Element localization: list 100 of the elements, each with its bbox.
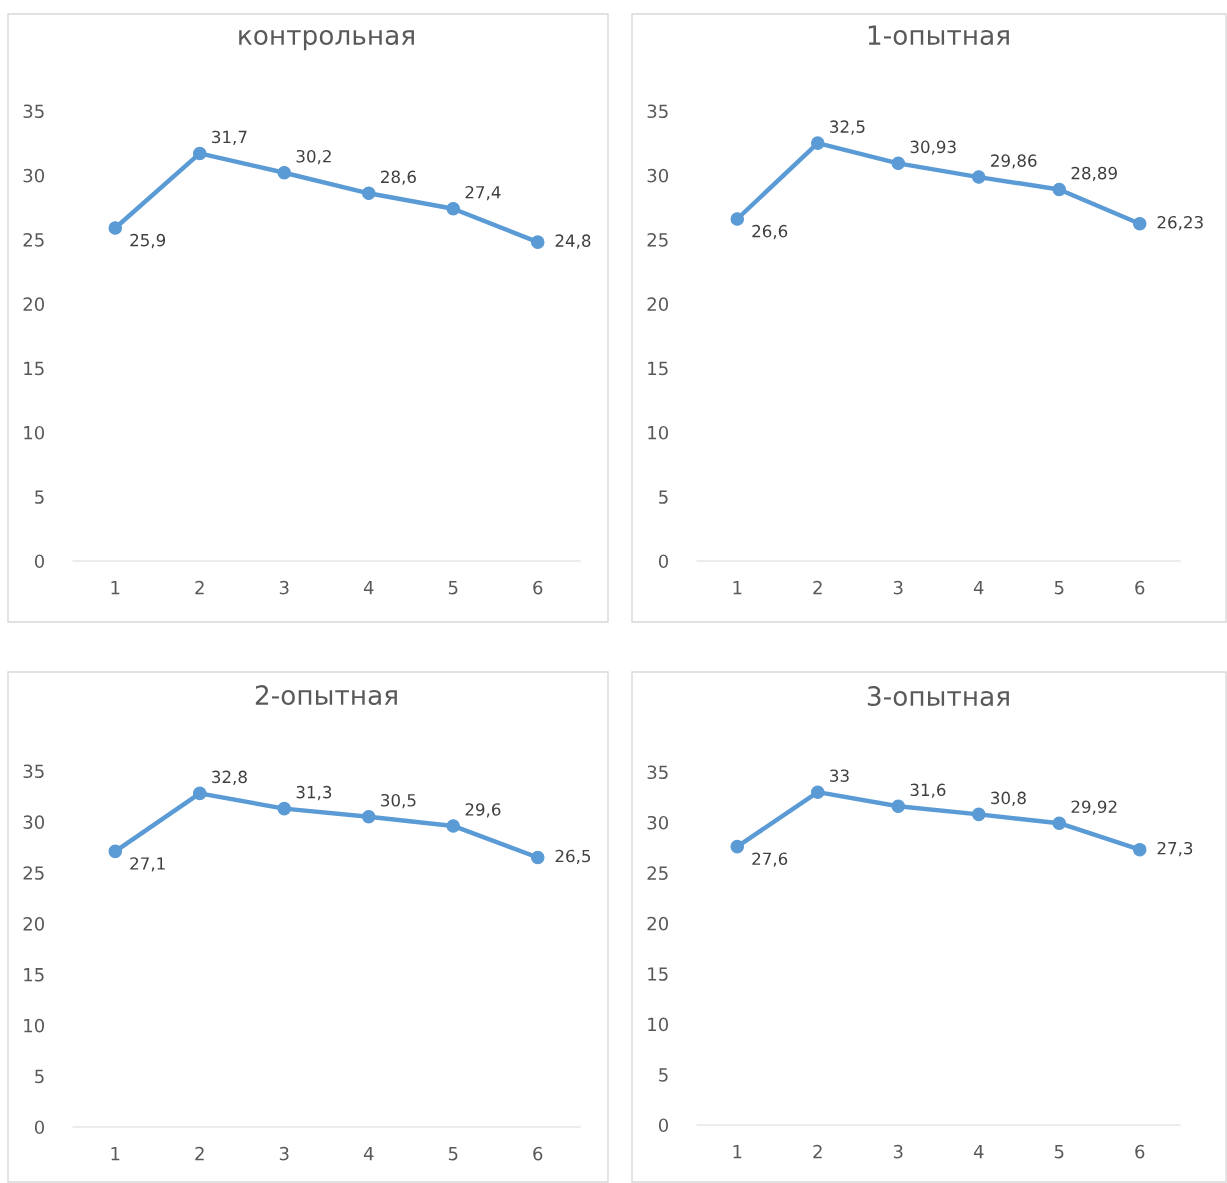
y-tick-label: 0 <box>34 554 45 569</box>
y-tick-label: 5 <box>659 1068 668 1082</box>
data-label: 30,5 <box>381 793 416 809</box>
y-tick-label: 20 <box>23 917 45 931</box>
x-tick-label: 5 <box>1054 581 1064 595</box>
y-tick-label: 35 <box>647 765 668 780</box>
x-tick-label: 1 <box>733 581 742 595</box>
data-label: 29,6 <box>465 803 501 818</box>
chart-title: контрольная <box>239 29 414 51</box>
point <box>530 235 545 249</box>
x-tick-label: 4 <box>363 1147 374 1161</box>
x-tick-label: 4 <box>973 581 984 595</box>
data-label: 26,23 <box>1157 215 1203 231</box>
point <box>1052 182 1067 197</box>
x-tick-label: 5 <box>448 581 458 595</box>
y-tick-label: 25 <box>647 233 668 247</box>
x-tick-label: 2 <box>813 1144 822 1159</box>
x-tick-label: 5 <box>1054 1145 1064 1159</box>
y-tick-label: 35 <box>23 104 44 119</box>
y-tick-label: 5 <box>35 490 44 504</box>
y-tick-label: 30 <box>23 815 45 829</box>
y-tick-label: 30 <box>647 168 669 183</box>
data-label: 27,3 <box>1157 841 1193 857</box>
point <box>1132 216 1147 231</box>
x-tick-label: 3 <box>893 580 903 595</box>
point <box>971 170 986 184</box>
data-label: 32,8 <box>212 770 247 785</box>
point <box>108 221 123 235</box>
y-tick-label: 0 <box>658 1118 669 1133</box>
y-tick-label: 20 <box>647 916 669 931</box>
x-tick-label: 3 <box>893 1144 903 1159</box>
data-label: 26,5 <box>555 849 591 864</box>
data-label: 26,6 <box>752 224 788 240</box>
y-tick-label: 25 <box>23 866 44 880</box>
point <box>971 807 986 822</box>
x-tick-label: 6 <box>533 580 543 595</box>
chart-title: 2-опытная <box>255 685 397 706</box>
data-label: 28,89 <box>1071 166 1117 182</box>
x-tick-label: 5 <box>448 1147 458 1161</box>
data-label: 28,6 <box>381 170 416 185</box>
point <box>810 785 825 799</box>
data-label: 30,2 <box>296 149 331 165</box>
y-tick-label: 10 <box>648 425 669 440</box>
y-tick-label: 15 <box>24 361 44 376</box>
y-tick-label: 10 <box>648 1017 669 1032</box>
point <box>446 201 461 216</box>
point <box>1132 842 1147 857</box>
y-tick-label: 5 <box>35 1069 44 1084</box>
y-tick-label: 5 <box>659 490 668 504</box>
point <box>446 819 461 833</box>
x-tick-label: 1 <box>111 1147 120 1161</box>
x-tick-label: 6 <box>533 1146 543 1161</box>
y-tick-label: 20 <box>23 297 45 311</box>
data-label: 29,92 <box>1071 800 1117 815</box>
chart-title: 3-опытная <box>867 686 1009 707</box>
data-label: 30,8 <box>991 791 1026 806</box>
point <box>361 186 376 201</box>
point <box>730 839 745 854</box>
data-label: 27,1 <box>130 857 165 872</box>
x-tick-label: 4 <box>363 581 374 595</box>
point <box>108 844 123 859</box>
point <box>192 786 207 801</box>
y-tick-label: 0 <box>658 554 669 569</box>
point <box>730 212 745 226</box>
y-tick-label: 15 <box>648 361 668 376</box>
x-tick-label: 3 <box>279 580 289 595</box>
x-tick-label: 3 <box>279 1146 289 1161</box>
data-label: 33 <box>830 769 849 782</box>
x-tick-label: 6 <box>1135 580 1145 595</box>
x-tick-label: 1 <box>111 581 120 595</box>
data-label: 31,7 <box>212 130 247 145</box>
x-tick-label: 4 <box>973 1145 984 1159</box>
data-label: 31,6 <box>910 783 946 798</box>
point <box>361 810 376 824</box>
point <box>891 156 906 171</box>
data-label: 29,86 <box>991 154 1037 169</box>
y-tick-label: 30 <box>647 815 669 830</box>
point <box>277 801 292 816</box>
x-tick-label: 2 <box>813 580 822 595</box>
x-tick-label: 6 <box>1135 1144 1145 1159</box>
chart-title: 1-опытная <box>868 25 1009 46</box>
y-tick-label: 35 <box>647 104 668 119</box>
y-tick-label: 25 <box>23 233 44 247</box>
x-tick-label: 1 <box>733 1145 742 1159</box>
data-label: 27,6 <box>752 852 788 867</box>
y-tick-label: 25 <box>647 866 668 880</box>
y-tick-label: 20 <box>647 297 669 311</box>
y-tick-label: 10 <box>24 425 45 440</box>
y-tick-label: 15 <box>24 968 44 982</box>
data-label: 25,9 <box>130 233 166 249</box>
point <box>891 799 906 814</box>
data-label: 31,3 <box>296 785 332 801</box>
y-tick-label: 10 <box>24 1018 45 1033</box>
point <box>1052 816 1067 830</box>
point <box>810 136 825 150</box>
y-tick-label: 30 <box>23 168 45 183</box>
data-label: 30,93 <box>910 140 956 155</box>
point <box>277 165 292 180</box>
x-tick-label: 2 <box>195 580 204 595</box>
x-tick-label: 2 <box>195 1146 204 1161</box>
